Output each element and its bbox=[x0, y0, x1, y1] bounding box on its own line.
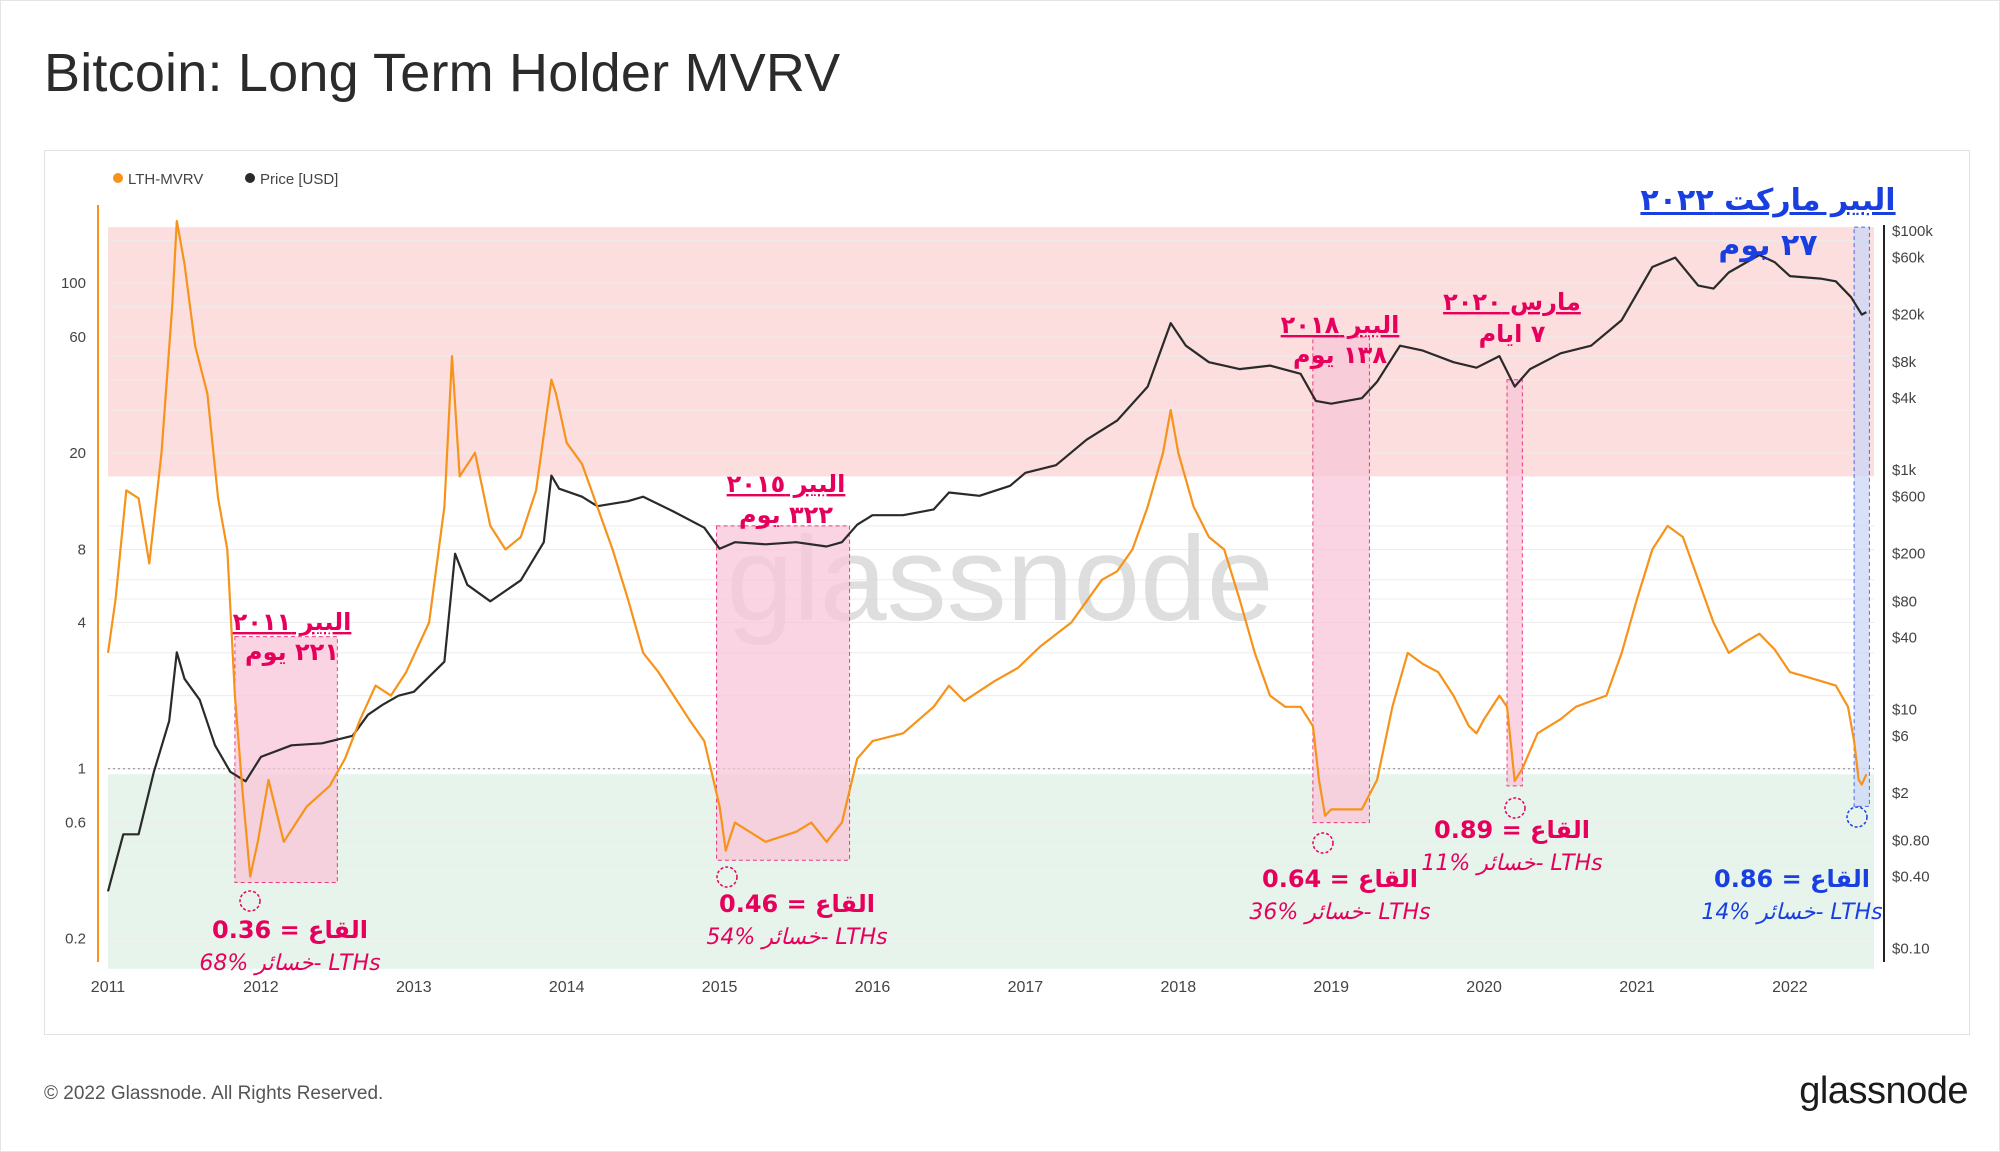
bear-duration: ٢٢١ يوم bbox=[245, 638, 339, 666]
left-tick-label: 8 bbox=[78, 541, 86, 558]
right-tick-label: $100k bbox=[1892, 223, 1933, 240]
bear-title: البير ٢٠١٥ bbox=[727, 470, 846, 498]
legend-marker bbox=[245, 173, 255, 183]
bottom-marker bbox=[1846, 806, 1868, 828]
bear-region bbox=[716, 525, 851, 861]
bear-duration: ٣٢٢ يوم bbox=[739, 501, 833, 529]
bottom-marker bbox=[716, 866, 738, 888]
x-tick-label: 2020 bbox=[1466, 979, 1502, 996]
left-tick-label: 60 bbox=[69, 329, 86, 346]
loss-label: خسائر %68- LTHs bbox=[199, 951, 380, 976]
bottom-value-label: القاع = 0.46 bbox=[719, 890, 875, 918]
left-tick-label: 1 bbox=[78, 761, 86, 778]
right-tick-label: $0.40 bbox=[1892, 868, 1930, 885]
bear-title: البير ٢٠١١ bbox=[233, 608, 352, 636]
bear-region bbox=[1312, 336, 1370, 824]
x-tick-label: 2017 bbox=[1008, 979, 1044, 996]
x-tick-label: 2015 bbox=[702, 979, 738, 996]
bear-title: مارس ٢٠٢٠ bbox=[1443, 288, 1581, 316]
loss-label: خسائر %14- LTHs bbox=[1701, 900, 1882, 925]
right-tick-label: $0.80 bbox=[1892, 832, 1930, 849]
x-tick-label: 2011 bbox=[91, 979, 126, 996]
right-tick-label: $2 bbox=[1892, 785, 1909, 802]
x-tick-label: 2018 bbox=[1161, 979, 1197, 996]
right-tick-label: $4k bbox=[1892, 390, 1917, 407]
left-tick-label: 0.6 bbox=[65, 815, 86, 832]
bottom-value-label: القاع = 0.36 bbox=[212, 916, 368, 944]
right-tick-label: $20k bbox=[1892, 307, 1925, 324]
bear-region bbox=[1853, 226, 1870, 807]
right-tick-label: $600 bbox=[1892, 489, 1925, 506]
left-tick-label: 20 bbox=[69, 445, 86, 462]
mvrv-series-line bbox=[106, 220, 1868, 878]
undervalued-band bbox=[108, 774, 1874, 969]
x-tick-label: 2012 bbox=[243, 979, 279, 996]
bear-title: البير ٢٠١٨ bbox=[1281, 311, 1400, 339]
right-tick-label: $80 bbox=[1892, 593, 1917, 610]
bottom-value-label: القاع = 0.89 bbox=[1434, 816, 1590, 844]
right-tick-label: $200 bbox=[1892, 546, 1925, 563]
bottom-value-label: القاع = 0.64 bbox=[1262, 865, 1418, 893]
right-tick-label: $10 bbox=[1892, 701, 1917, 718]
bottom-marker bbox=[239, 890, 261, 912]
bear-region bbox=[234, 636, 338, 884]
overvalued-band bbox=[108, 227, 1874, 477]
x-tick-label: 2013 bbox=[396, 979, 432, 996]
x-tick-label: 2021 bbox=[1619, 979, 1655, 996]
bottom-marker bbox=[1312, 832, 1334, 854]
x-tick-label: 2014 bbox=[549, 979, 585, 996]
page-title: Bitcoin: Long Term Holder MVRV bbox=[44, 43, 841, 103]
right-tick-label: $40 bbox=[1892, 629, 1917, 646]
bear-duration: ١٣٨ يوم bbox=[1293, 341, 1387, 369]
right-tick-label: $0.10 bbox=[1892, 940, 1930, 957]
price-series-line bbox=[106, 253, 1867, 892]
footer-copyright: © 2022 Glassnode. All Rights Reserved. bbox=[44, 1083, 384, 1104]
right-tick-label: $1k bbox=[1892, 462, 1917, 479]
x-tick-label: 2016 bbox=[855, 979, 891, 996]
legend-label: Price [USD] bbox=[260, 171, 338, 188]
x-tick-label: 2019 bbox=[1313, 979, 1349, 996]
loss-label: خسائر %54- LTHs bbox=[706, 925, 887, 950]
bottom-value-label: القاع = 0.86 bbox=[1714, 865, 1870, 893]
right-tick-label: $6 bbox=[1892, 728, 1909, 745]
left-tick-label: 100 bbox=[61, 275, 86, 292]
bottom-marker bbox=[1504, 797, 1526, 819]
legend-marker bbox=[113, 173, 123, 183]
bear-duration: ٢٧ يوم bbox=[1718, 228, 1817, 263]
right-tick-label: $60k bbox=[1892, 250, 1925, 267]
loss-label: خسائر %36- LTHs bbox=[1249, 900, 1430, 925]
loss-label: خسائر %11- LTHs bbox=[1421, 851, 1602, 876]
legend-label: LTH-MVRV bbox=[128, 171, 203, 188]
footer-brand-logo: glassnode bbox=[1799, 1070, 1968, 1112]
right-tick-label: $8k bbox=[1892, 354, 1917, 371]
x-tick-label: 2022 bbox=[1772, 979, 1808, 996]
bear-duration: ٧ ايام bbox=[1479, 320, 1546, 348]
left-tick-label: 4 bbox=[78, 615, 86, 632]
left-tick-label: 0.2 bbox=[65, 930, 86, 947]
bear-title: البير ماركت ٢٠٢٢ bbox=[1640, 183, 1895, 218]
bear-region bbox=[1506, 379, 1523, 787]
